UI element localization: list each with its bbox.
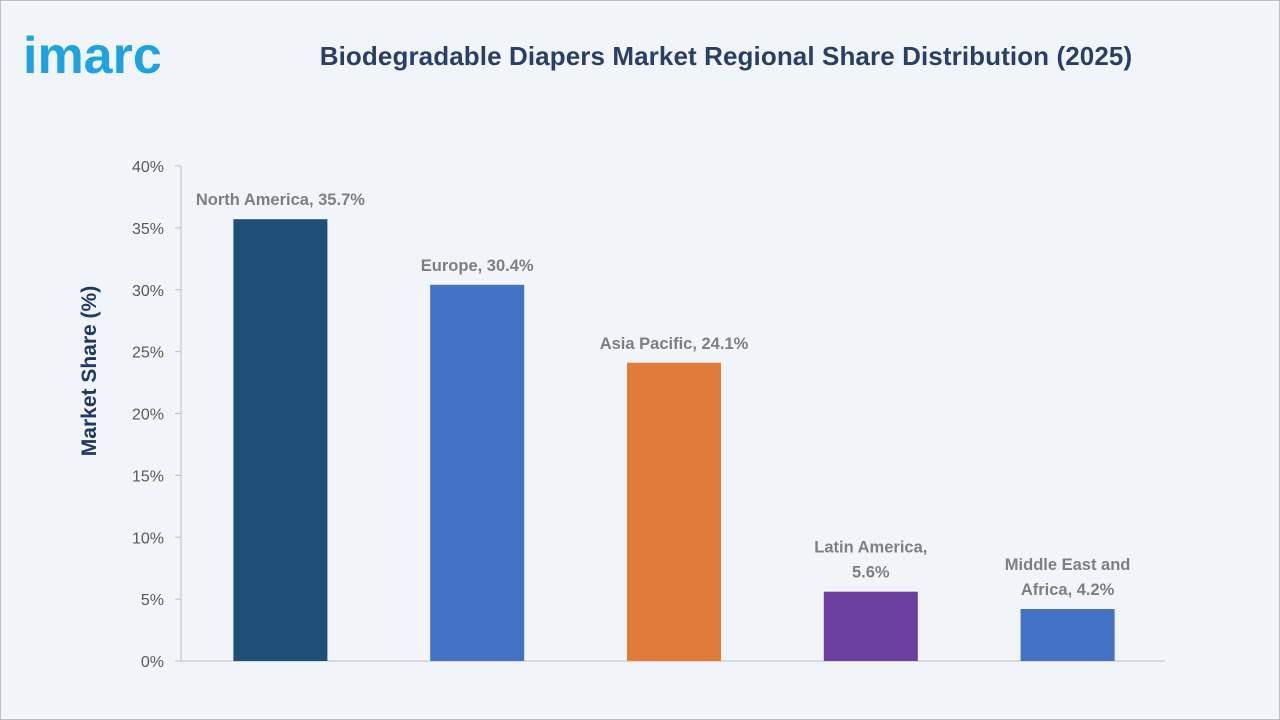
data-label: Europe, 30.4% [421, 257, 534, 275]
data-label: 5.6% [852, 564, 890, 582]
chart-title: Biodegradable Diapers Market Regional Sh… [319, 41, 1133, 71]
data-label: Middle East and [1005, 556, 1131, 574]
y-tick-label: 10% [132, 530, 164, 547]
y-tick-label: 25% [132, 345, 164, 362]
bar [430, 284, 525, 661]
data-label: Latin America, [814, 539, 927, 557]
y-tick-label: 15% [132, 468, 164, 485]
y-tick-label: 30% [132, 283, 164, 300]
y-tick-label: 5% [141, 592, 164, 609]
y-tick-label: 0% [141, 654, 164, 671]
y-tick-label: 20% [132, 407, 164, 424]
bar [823, 591, 918, 661]
data-label: Africa, 4.2% [1021, 581, 1115, 599]
bar [233, 219, 328, 661]
logo-text: imarc [23, 27, 162, 85]
bar [1020, 609, 1115, 661]
imarc-logo: imarc [23, 27, 162, 85]
y-tick-label: 35% [132, 221, 164, 238]
data-label: Asia Pacific, 24.1% [600, 335, 749, 353]
y-tick-label: 40% [132, 159, 164, 176]
data-label: North America, 35.7% [196, 191, 365, 209]
bar [627, 362, 721, 661]
